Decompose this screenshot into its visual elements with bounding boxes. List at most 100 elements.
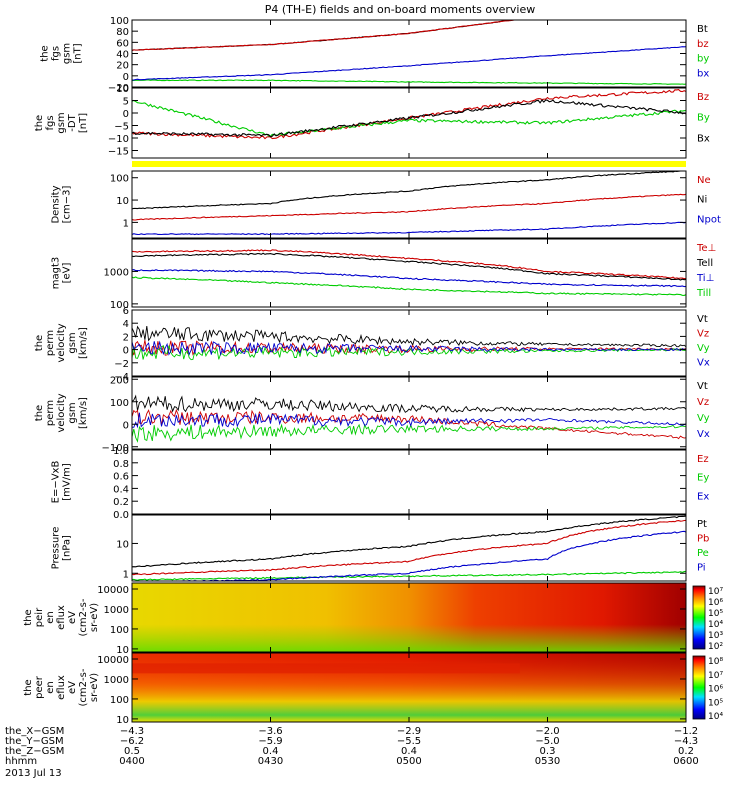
- panel-frame: [131, 170, 687, 239]
- legend-Ez: Ez: [697, 454, 709, 465]
- ytick-label: 0: [123, 109, 129, 120]
- ylabel-line: fgs: [51, 46, 62, 61]
- ytick-label: 5: [123, 97, 129, 108]
- xaxis-value: −4.3: [674, 736, 698, 747]
- ytick-label: 0: [123, 346, 129, 357]
- legend-Bz: Bz: [697, 92, 709, 103]
- spectrogram-band: [132, 663, 520, 674]
- ylabel-line: the: [23, 679, 34, 695]
- series-line-Vt: [131, 325, 687, 348]
- ylabel-line: [km/s]: [78, 327, 89, 359]
- panel-efield: Ez Ey Ex 1.0 0.8 0.60.4 0.2 0.0 E=−VxB [mV/m]: [51, 446, 710, 521]
- ylabel-line: gsm: [67, 332, 78, 353]
- ytick-label: 200: [110, 375, 129, 386]
- legend-Till: Till: [696, 288, 711, 299]
- ytick-label: 4: [123, 319, 129, 330]
- ytick-label: 10: [116, 539, 129, 550]
- ytick-label: −10: [108, 134, 129, 145]
- legend-Vt: Vt: [697, 314, 708, 325]
- xaxis-value: 0500: [396, 756, 421, 767]
- ylabel-line: perm: [45, 330, 56, 356]
- colorbar-tick-label: 10⁶: [708, 598, 723, 608]
- legend-Pb: Pb: [697, 534, 709, 545]
- legend-Te⊥: Te⊥: [696, 243, 716, 254]
- ytick-label: −100: [102, 443, 129, 454]
- ylabel-line: [nT]: [78, 113, 89, 133]
- spectrogram-overlay: [132, 583, 686, 652]
- ylabel-line: gsm: [67, 402, 78, 423]
- ytick-label: 20: [116, 61, 129, 72]
- ytick-label: 10: [116, 715, 129, 726]
- ytick-label: 0.0: [113, 510, 129, 521]
- ylabel-line: peir: [34, 607, 45, 627]
- panel-frame: [131, 514, 687, 582]
- colorbar-tick-label: 10⁷: [708, 587, 723, 597]
- series-line-Pb: [131, 519, 687, 576]
- xaxis-value: 0400: [119, 756, 144, 767]
- ylabel-line: the: [34, 405, 45, 421]
- panel-perm_velocity_1: Vt Vz Vy Vx 6 4 2 0 −2 −4 the perm velocity gsm [km/s]: [34, 306, 710, 383]
- ytick-label: 100: [110, 174, 129, 185]
- colorbar: [692, 585, 706, 650]
- ylabel-line: the: [40, 45, 51, 61]
- colorbar-tick-label: 10⁷: [708, 671, 723, 681]
- series-line-by: [131, 79, 687, 85]
- panel-density: Ne Ni Npot 100 10 1 Density [cm−3]: [51, 170, 721, 239]
- legend-by: by: [697, 54, 709, 65]
- ytick-label: 0: [123, 72, 129, 83]
- ytick-label: 60: [116, 38, 129, 49]
- ytick-label: 40: [116, 50, 129, 61]
- ylabel-line: the: [34, 335, 45, 351]
- xaxis-value: 0530: [535, 756, 560, 767]
- legend-Npot: Npot: [697, 214, 721, 225]
- ylabel-line: eflux: [56, 675, 67, 700]
- xaxis-value: 0430: [258, 756, 283, 767]
- colorbar-tick-label: 10³: [708, 631, 723, 641]
- ytick-label: −5: [114, 122, 129, 133]
- ylabel-line: the: [34, 115, 45, 131]
- separator-bar: [132, 161, 686, 167]
- ytick-label: 100: [110, 625, 129, 636]
- ylabel-line: [eV]: [62, 263, 73, 284]
- xaxis-value: 0.3: [540, 746, 556, 757]
- ytick-label: 100: [110, 16, 129, 27]
- ylabel-line: [mV/m]: [62, 463, 73, 501]
- legend-Ex: Ex: [697, 491, 709, 502]
- ylabel-line: -DT: [67, 113, 78, 131]
- ytick-label: 1: [123, 569, 129, 580]
- series-line-Ti⊥: [131, 269, 687, 288]
- legend-Pt: Pt: [697, 519, 707, 530]
- ylabel-line: Density: [51, 185, 62, 223]
- series-line-Pe: [131, 570, 687, 581]
- ytick-label: 0.8: [113, 459, 129, 470]
- panel-perm_velocity_2: Vt Vz Vy Vx 200 100 0 −100 the perm velocity gsm [km…: [34, 375, 710, 454]
- panel-peer_eflux: 10⁸ 10⁷ 10⁶ 10⁵ 10⁴ 10000 1000 100 10 the peer en ef…: [23, 652, 723, 726]
- panel-frame: [131, 376, 687, 450]
- ylabel-line: perm: [45, 400, 56, 426]
- legend-Vx: Vx: [697, 358, 710, 369]
- xaxis-value: −5.0: [535, 736, 559, 747]
- panel-frame: [131, 449, 687, 515]
- xaxis-value: 0600: [673, 756, 698, 767]
- legend-Tell: Tell: [696, 258, 713, 269]
- colorbar-tick-label: 10⁸: [708, 657, 723, 667]
- xaxis-value: 0.2: [678, 746, 694, 757]
- ytick-label: 100: [110, 300, 129, 311]
- ylabel-line: [cm−3]: [62, 186, 73, 224]
- legend-Ti⊥: Ti⊥: [696, 273, 714, 284]
- series-line-Vt: [131, 394, 687, 414]
- legend-Pe: Pe: [697, 548, 709, 559]
- series-line-Bz: [131, 89, 687, 140]
- xaxis-row-label: the_Y−GSM: [5, 736, 64, 747]
- xaxis-date: 2013 Jul 13: [5, 768, 62, 779]
- ytick-label: 100: [110, 695, 129, 706]
- series-line-bx: [131, 46, 687, 81]
- ylabel-line: E=−VxB: [51, 461, 62, 504]
- xaxis-value: 0.4: [263, 746, 279, 757]
- legend-Ne: Ne: [697, 175, 711, 186]
- legend-Bt: Bt: [697, 24, 708, 35]
- ytick-label: −20: [108, 83, 129, 94]
- ytick-label: −15: [108, 147, 129, 158]
- series-line-Vy: [131, 345, 686, 361]
